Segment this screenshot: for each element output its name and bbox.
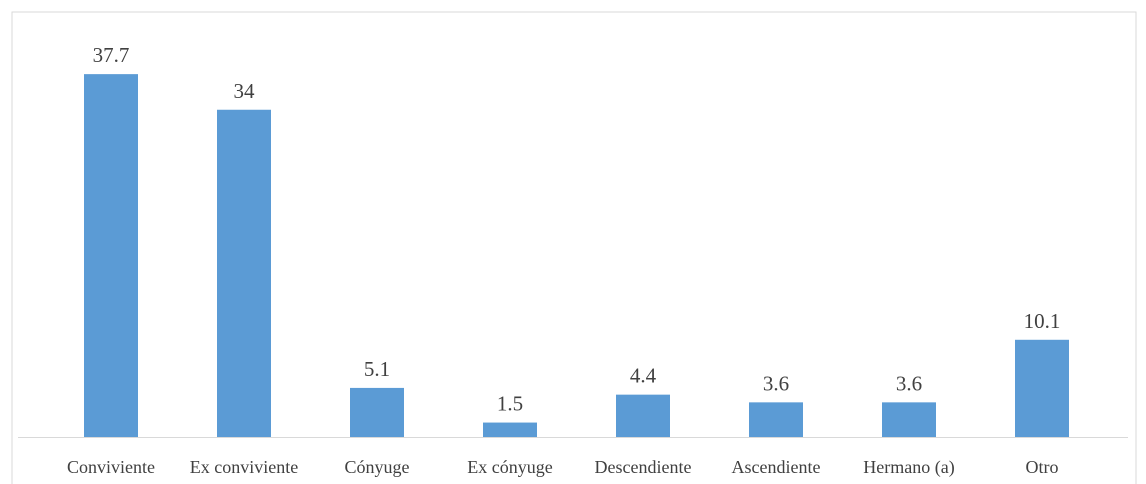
data-label: 37.7 bbox=[93, 43, 130, 67]
data-label: 3.6 bbox=[763, 371, 789, 395]
bar bbox=[217, 109, 271, 437]
data-label: 4.4 bbox=[630, 364, 657, 388]
x-tick-label: Ascendiente bbox=[732, 457, 821, 477]
data-label: 10.1 bbox=[1024, 309, 1061, 333]
x-tick-label: Descendiente bbox=[595, 457, 692, 477]
x-tick-label: Hermano (a) bbox=[863, 457, 954, 478]
x-tick-label: Conviviente bbox=[67, 457, 155, 477]
bar bbox=[84, 74, 138, 437]
data-label: 34 bbox=[234, 79, 256, 103]
data-label: 5.1 bbox=[364, 357, 390, 381]
x-tick-label: Cónyuge bbox=[345, 457, 410, 477]
bar bbox=[616, 394, 670, 437]
bar bbox=[483, 422, 537, 437]
x-tick-label: Ex cónyuge bbox=[467, 457, 552, 477]
x-tick-label: Ex conviviente bbox=[190, 457, 298, 477]
data-label: 3.6 bbox=[896, 371, 922, 395]
bar bbox=[882, 402, 936, 437]
x-tick-label: Otro bbox=[1026, 457, 1059, 477]
bar bbox=[749, 402, 803, 437]
data-label: 1.5 bbox=[497, 392, 523, 416]
bar bbox=[350, 387, 404, 437]
chart-frame bbox=[11, 11, 1137, 484]
bar bbox=[1015, 339, 1069, 437]
